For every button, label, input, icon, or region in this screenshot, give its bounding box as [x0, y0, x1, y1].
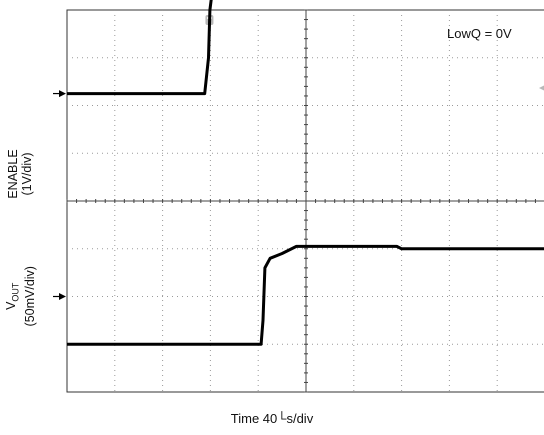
trigger-level-marker — [539, 85, 544, 91]
vout-label-scale: (50mV/div) — [22, 266, 37, 327]
enable-label-name: ENABLE — [6, 149, 20, 199]
traces — [67, 0, 544, 346]
reference-marker-arrow — [59, 90, 66, 98]
lowq-annotation: LowQ = 0V — [447, 26, 512, 41]
vout-axis-label: VOUT (50mV/div) — [4, 246, 37, 346]
enable-label-scale: (1V/div) — [20, 152, 34, 196]
enable-axis-label: ENABLE (1V/div) — [6, 134, 34, 214]
vout-label-name: VOUT — [4, 246, 23, 346]
trace-enable — [67, 0, 213, 96]
vout-label-sub: OUT — [10, 282, 21, 302]
grid — [66, 9, 544, 393]
vout-label-main: V — [3, 301, 18, 310]
trace-vout — [67, 244, 544, 346]
x-axis-label: Time 40└s/div — [230, 411, 314, 426]
reference-marker-arrow — [59, 293, 66, 300]
